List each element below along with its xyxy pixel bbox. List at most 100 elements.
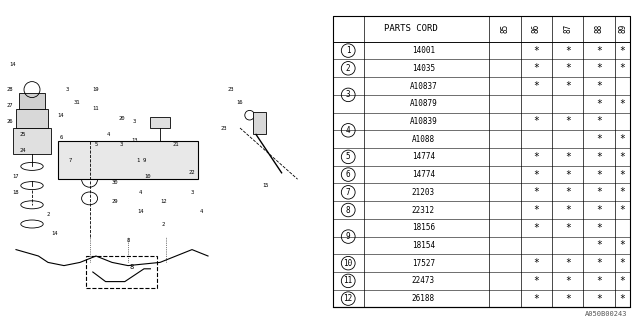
Text: *: * — [534, 116, 540, 126]
Text: *: * — [534, 293, 540, 304]
Text: *: * — [596, 205, 602, 215]
Text: *: * — [565, 81, 571, 91]
Text: 15: 15 — [262, 183, 269, 188]
Text: 3: 3 — [346, 90, 351, 100]
Text: *: * — [596, 293, 602, 304]
Text: 3: 3 — [190, 189, 194, 195]
Text: *: * — [620, 99, 625, 109]
Text: 14: 14 — [51, 231, 58, 236]
Text: 88: 88 — [595, 24, 604, 33]
Text: 23: 23 — [221, 125, 227, 131]
Text: A10839: A10839 — [410, 117, 437, 126]
Text: 14: 14 — [138, 209, 144, 214]
Text: *: * — [596, 223, 602, 233]
Text: 21203: 21203 — [412, 188, 435, 197]
Text: 6: 6 — [346, 170, 351, 179]
Text: *: * — [565, 223, 571, 233]
Text: 18154: 18154 — [412, 241, 435, 250]
Text: 18: 18 — [13, 189, 19, 195]
Text: *: * — [565, 170, 571, 180]
Text: 22312: 22312 — [412, 205, 435, 214]
Text: 89: 89 — [618, 24, 627, 33]
Text: *: * — [596, 45, 602, 56]
Text: A10879: A10879 — [410, 99, 437, 108]
Bar — [16, 109, 48, 128]
Text: 3: 3 — [65, 87, 69, 92]
Text: *: * — [620, 205, 625, 215]
Text: *: * — [565, 187, 571, 197]
Bar — [150, 117, 170, 128]
Text: 2: 2 — [46, 212, 50, 217]
Text: 14035: 14035 — [412, 64, 435, 73]
Text: *: * — [620, 152, 625, 162]
Text: 10: 10 — [144, 173, 150, 179]
Text: 1: 1 — [346, 46, 351, 55]
Text: 14774: 14774 — [412, 152, 435, 161]
Text: 7: 7 — [346, 188, 351, 197]
Text: *: * — [620, 240, 625, 251]
Text: *: * — [620, 134, 625, 144]
Bar — [58, 141, 198, 179]
Text: *: * — [620, 170, 625, 180]
Text: 20: 20 — [118, 116, 125, 121]
Text: *: * — [620, 293, 625, 304]
Text: 10: 10 — [344, 259, 353, 268]
Text: *: * — [596, 99, 602, 109]
Bar — [19, 93, 45, 109]
Text: 85: 85 — [500, 24, 509, 33]
Text: *: * — [596, 187, 602, 197]
Text: *: * — [565, 276, 571, 286]
Text: *: * — [534, 170, 540, 180]
Text: 16: 16 — [237, 100, 243, 105]
Text: *: * — [565, 205, 571, 215]
Text: 3: 3 — [120, 141, 124, 147]
Text: 22473: 22473 — [412, 276, 435, 285]
Text: 4: 4 — [107, 132, 111, 137]
Text: *: * — [565, 258, 571, 268]
Text: 5: 5 — [346, 152, 351, 161]
Text: *: * — [534, 81, 540, 91]
Text: 87: 87 — [563, 24, 572, 33]
Text: 86: 86 — [532, 24, 541, 33]
Bar — [86, 256, 157, 288]
Text: 1: 1 — [136, 157, 140, 163]
Text: 14774: 14774 — [412, 170, 435, 179]
Text: 22: 22 — [189, 170, 195, 175]
Text: 17527: 17527 — [412, 259, 435, 268]
Text: *: * — [596, 276, 602, 286]
Text: A1088: A1088 — [412, 135, 435, 144]
Text: *: * — [620, 63, 625, 73]
Text: 14001: 14001 — [412, 46, 435, 55]
Text: 24: 24 — [19, 148, 26, 153]
Text: *: * — [596, 240, 602, 251]
Text: *: * — [534, 205, 540, 215]
Text: *: * — [534, 223, 540, 233]
Text: 11: 11 — [344, 276, 353, 285]
Text: 4: 4 — [200, 209, 204, 214]
Text: 2: 2 — [161, 221, 165, 227]
Text: A10837: A10837 — [410, 82, 437, 91]
Text: *: * — [534, 63, 540, 73]
Text: 9: 9 — [346, 232, 351, 241]
Text: 18156: 18156 — [412, 223, 435, 232]
Text: 27: 27 — [6, 103, 13, 108]
Text: *: * — [596, 81, 602, 91]
Text: *: * — [596, 170, 602, 180]
Text: *: * — [534, 276, 540, 286]
Text: *: * — [565, 293, 571, 304]
Text: 4: 4 — [346, 126, 351, 135]
Text: 12: 12 — [160, 199, 166, 204]
Text: *: * — [596, 134, 602, 144]
Text: 14: 14 — [10, 61, 16, 67]
Text: *: * — [596, 152, 602, 162]
Text: 7: 7 — [68, 157, 72, 163]
Text: 31: 31 — [74, 100, 80, 105]
Text: *: * — [534, 187, 540, 197]
Text: 25: 25 — [19, 132, 26, 137]
Text: *: * — [565, 152, 571, 162]
Text: 11: 11 — [93, 106, 99, 111]
Text: 28: 28 — [6, 87, 13, 92]
Text: 14: 14 — [58, 113, 64, 118]
Text: *: * — [534, 152, 540, 162]
Text: 26188: 26188 — [412, 294, 435, 303]
